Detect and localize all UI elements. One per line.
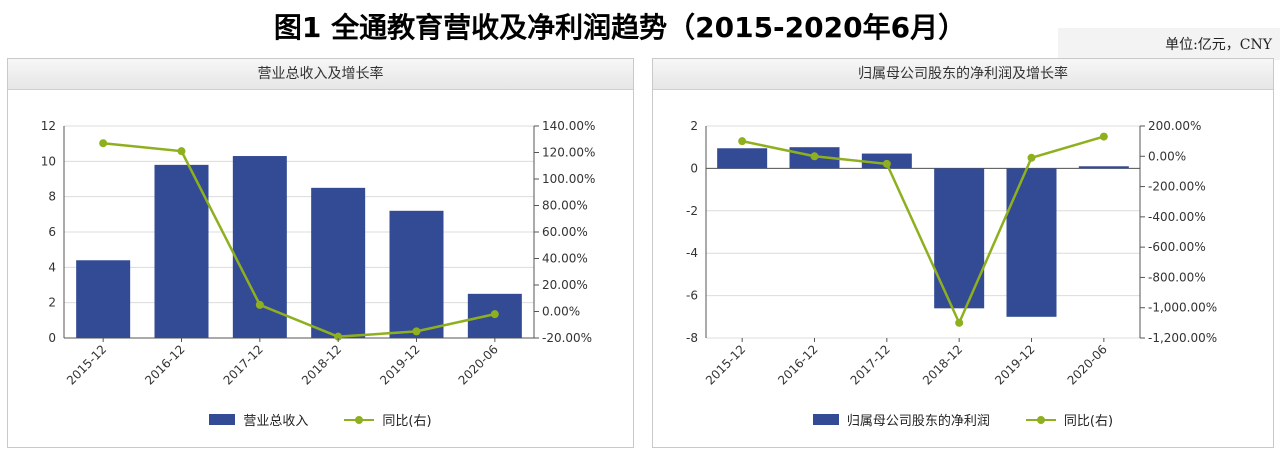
left-axis-tick-label: 2	[48, 296, 56, 310]
right-axis-tick-label: -1,000.00%	[1148, 301, 1217, 315]
x-axis-tick-label: 2020-06	[1065, 342, 1110, 387]
legend-label-yoy: 同比(右)	[1063, 414, 1114, 429]
right-axis-tick-label: -20.00%	[542, 331, 592, 345]
right-axis-tick-label: -400.00%	[1148, 210, 1206, 224]
legend-item-net-profit[interactable]: 归属母公司股东的净利润	[812, 410, 990, 429]
net-profit-chart: -8 -6 -4 -2 0 2 -1,200.00% -1,000.00% -800.00% -6…	[686, 119, 1217, 388]
x-axis-tick-label: 2018-12	[299, 342, 344, 387]
bar	[389, 210, 444, 338]
main-title: 图1 全通教育营收及净利润趋势（2015-2020年6月）	[273, 11, 967, 44]
yoy-point	[810, 152, 819, 161]
right-axis-tick-label: 200.00%	[1148, 119, 1201, 133]
legend-line-swatch	[344, 414, 375, 426]
bar	[1006, 168, 1057, 317]
bar	[311, 187, 366, 338]
x-axis-tick-label: 2015-12	[64, 342, 109, 387]
yoy-point	[177, 147, 186, 156]
net-profit-panel-title: 归属母公司股东的净利润及增长率	[653, 59, 1273, 90]
left-axis-tick-label: 0	[48, 331, 56, 345]
left-axis-tick-label: -8	[686, 331, 698, 345]
yoy-line	[103, 141, 496, 338]
bar	[1078, 166, 1129, 169]
right-axis-tick-label: 0.00%	[542, 305, 580, 319]
yoy-point	[882, 159, 891, 168]
legend-item-yoy[interactable]: 同比(右)	[344, 410, 432, 429]
left-axis-tick-label: 6	[48, 225, 56, 239]
legend-bar-swatch	[812, 414, 839, 425]
left-axis-tick-label: 2	[690, 119, 698, 133]
right-axis-tick-label: 0.00%	[1148, 149, 1186, 163]
x-axis-tick-label: 2015-12	[703, 342, 748, 387]
yoy-point	[490, 310, 499, 319]
left-axis-tick-label: 0	[690, 161, 698, 175]
yoy-point	[412, 327, 421, 336]
yoy-point	[1099, 132, 1108, 141]
legend-label-net-profit: 归属母公司股东的净利润	[846, 414, 990, 429]
right-axis-tick-label: -1,200.00%	[1148, 331, 1217, 345]
unit-box	[1058, 28, 1280, 60]
right-axis-tick-label: -200.00%	[1148, 180, 1206, 194]
legend-bar-swatch	[209, 414, 236, 425]
bar	[232, 156, 287, 338]
x-axis-tick-label: 2018-12	[920, 342, 965, 387]
legend-label-yoy: 同比(右)	[382, 414, 432, 429]
yoy-point	[99, 139, 108, 148]
left-axis-tick-label: 10	[41, 154, 56, 168]
legend-line-swatch	[1025, 414, 1056, 426]
left-axis-tick-label: -4	[686, 246, 698, 260]
x-axis-tick-label: 2017-12	[848, 342, 893, 387]
right-axis-tick-label: 100.00%	[542, 172, 595, 186]
revenue-panel: 营业总收入及增长率 0 2 4 6 8 10 12 -20.00% 0.00% 20.00% 40.…	[7, 58, 634, 448]
x-axis-tick-label: 2019-12	[377, 342, 422, 387]
bar	[717, 148, 768, 169]
yoy-line	[741, 135, 1105, 326]
legend-item-revenue[interactable]: 营业总收入	[209, 410, 308, 429]
legend-item-yoy[interactable]: 同比(右)	[1025, 410, 1114, 429]
x-axis-tick-label: 2019-12	[992, 342, 1037, 387]
net-profit-panel: 归属母公司股东的净利润及增长率 -8 -6 -4 -2 0 2 -1,200.00% -1,0…	[652, 58, 1274, 448]
right-axis-tick-label: -600.00%	[1148, 240, 1206, 254]
right-axis-tick-label: -800.00%	[1148, 270, 1206, 284]
yoy-point	[255, 300, 264, 309]
net-profit-legend: 归属母公司股东的净利润 同比(右)	[653, 410, 1273, 429]
x-axis-tick-label: 2016-12	[775, 342, 820, 387]
right-axis-tick-label: 40.00%	[542, 252, 588, 266]
left-axis-tick-label: -6	[686, 289, 698, 303]
yoy-point	[738, 137, 747, 146]
yoy-point	[334, 332, 343, 341]
revenue-chart: 0 2 4 6 8 10 12 -20.00% 0.00% 20.00% 40.00% 60.00% 8…	[41, 119, 596, 388]
right-axis-tick-label: 60.00%	[542, 225, 588, 239]
right-axis-tick-label: 20.00%	[542, 278, 588, 292]
left-axis-tick-label: 8	[48, 190, 56, 204]
left-axis-tick-label: 12	[41, 119, 56, 133]
yoy-point	[1027, 153, 1036, 162]
bar	[76, 260, 131, 338]
legend-label-revenue: 营业总收入	[243, 414, 309, 429]
unit-label: 单位:亿元，CNY	[1165, 37, 1272, 53]
revenue-panel-title: 营业总收入及增长率	[8, 59, 633, 90]
x-axis-tick-label: 2020-06	[456, 342, 501, 387]
revenue-legend: 营业总收入 同比(右)	[8, 410, 633, 429]
bar	[154, 164, 209, 338]
right-axis-tick-label: 140.00%	[542, 119, 595, 133]
right-axis-tick-label: 120.00%	[542, 146, 595, 160]
left-axis-tick-label: 4	[48, 260, 56, 274]
right-axis-tick-label: 80.00%	[542, 199, 588, 213]
x-axis-tick-label: 2017-12	[221, 342, 266, 387]
x-axis-tick-label: 2016-12	[142, 342, 187, 387]
yoy-point	[955, 318, 964, 327]
left-axis-tick-label: -2	[686, 204, 698, 218]
